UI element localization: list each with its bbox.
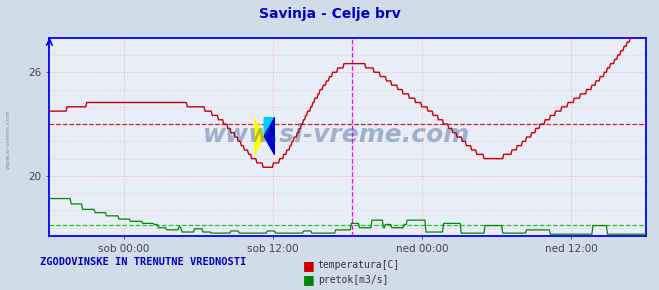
Polygon shape [254,117,264,155]
Text: www.si-vreme.com: www.si-vreme.com [5,109,11,169]
Polygon shape [264,117,275,136]
Text: ■: ■ [303,259,315,272]
Text: Savinja - Celje brv: Savinja - Celje brv [258,7,401,21]
Text: temperatura[C]: temperatura[C] [318,260,400,270]
Polygon shape [264,117,275,155]
Text: www.si-vreme.com: www.si-vreme.com [202,123,470,147]
Text: ZGODOVINSKE IN TRENUTNE VREDNOSTI: ZGODOVINSKE IN TRENUTNE VREDNOSTI [40,257,246,267]
Text: ■: ■ [303,273,315,286]
Text: pretok[m3/s]: pretok[m3/s] [318,275,388,285]
Polygon shape [254,136,264,155]
